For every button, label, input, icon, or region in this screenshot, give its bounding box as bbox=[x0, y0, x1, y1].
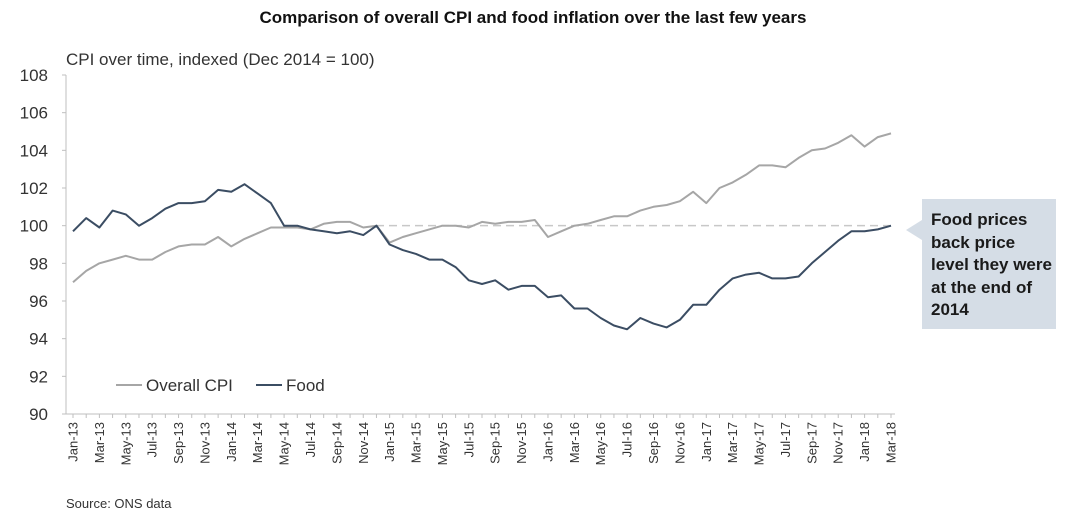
source-note: Source: ONS data bbox=[66, 496, 172, 511]
x-tick-label: May-16 bbox=[593, 422, 608, 465]
x-tick-label: Jan-15 bbox=[382, 422, 397, 462]
y-axis-title: CPI over time, indexed (Dec 2014 = 100) bbox=[66, 50, 375, 69]
x-tick-label: Nov-16 bbox=[672, 422, 687, 464]
x-tick-label: Jul-15 bbox=[461, 422, 476, 457]
y-tick-label: 102 bbox=[20, 179, 48, 198]
x-tick-label: Jul-17 bbox=[778, 422, 793, 457]
x-tick-label: Jan-13 bbox=[66, 422, 81, 462]
callout-box bbox=[922, 199, 1056, 329]
x-tick-label: Mar-18 bbox=[884, 422, 899, 463]
x-tick-label: Mar-17 bbox=[725, 422, 740, 463]
y-tick-label: 90 bbox=[29, 405, 48, 424]
x-tick-label: Jul-16 bbox=[620, 422, 635, 457]
x-tick-label: Mar-14 bbox=[250, 422, 265, 463]
x-tick-label: Sep-15 bbox=[488, 422, 503, 464]
x-tick-label: Sep-13 bbox=[171, 422, 186, 464]
legend-label-overall-cpi: Overall CPI bbox=[146, 376, 233, 395]
x-tick-label: Jul-13 bbox=[145, 422, 160, 457]
y-tick-label: 92 bbox=[29, 367, 48, 386]
x-tick-label: May-14 bbox=[277, 422, 292, 465]
x-tick-label: Nov-15 bbox=[514, 422, 529, 464]
x-tick-label: Mar-15 bbox=[409, 422, 424, 463]
x-tick-label: Jan-18 bbox=[857, 422, 872, 462]
x-tick-label: Nov-13 bbox=[197, 422, 212, 464]
x-tick-label: Jan-17 bbox=[699, 422, 714, 462]
x-tick-label: Jul-14 bbox=[303, 422, 318, 457]
x-tick-label: Sep-16 bbox=[646, 422, 661, 464]
x-tick-label: Jan-16 bbox=[540, 422, 555, 462]
x-tick-label: Sep-14 bbox=[329, 422, 344, 464]
y-tick-label: 94 bbox=[29, 330, 48, 349]
chart-title: Comparison of overall CPI and food infla… bbox=[259, 8, 807, 27]
x-tick-label: Nov-17 bbox=[831, 422, 846, 464]
series-line-food bbox=[72, 183, 892, 331]
y-tick-label: 100 bbox=[20, 217, 48, 236]
x-tick-label: May-13 bbox=[118, 422, 133, 465]
x-tick-label: May-17 bbox=[752, 422, 767, 465]
x-tick-label: Sep-17 bbox=[804, 422, 819, 464]
series-lines bbox=[72, 132, 892, 331]
y-tick-label: 104 bbox=[20, 141, 48, 160]
y-tick-label: 96 bbox=[29, 292, 48, 311]
y-tick-label: 108 bbox=[20, 66, 48, 85]
y-tick-label: 106 bbox=[20, 104, 48, 123]
callout-arrow bbox=[906, 220, 922, 240]
y-tick-label: 98 bbox=[29, 254, 48, 273]
x-tick-label: May-15 bbox=[435, 422, 450, 465]
callout-text: Food prices back price level they were a… bbox=[931, 210, 1052, 319]
x-tick-label: Mar-13 bbox=[92, 422, 107, 463]
legend: Overall CPI Food bbox=[116, 376, 325, 395]
x-tick-label: Nov-14 bbox=[356, 422, 371, 464]
x-tick-label: Jan-14 bbox=[224, 422, 239, 462]
series-line-overall-cpi bbox=[72, 132, 892, 283]
legend-label-food: Food bbox=[286, 376, 325, 395]
axes: 90 92 94 96 98 100 102 104 106 108 Jan-13 Mar-13 May… bbox=[20, 66, 899, 465]
x-tick-label: Mar-16 bbox=[567, 422, 582, 463]
